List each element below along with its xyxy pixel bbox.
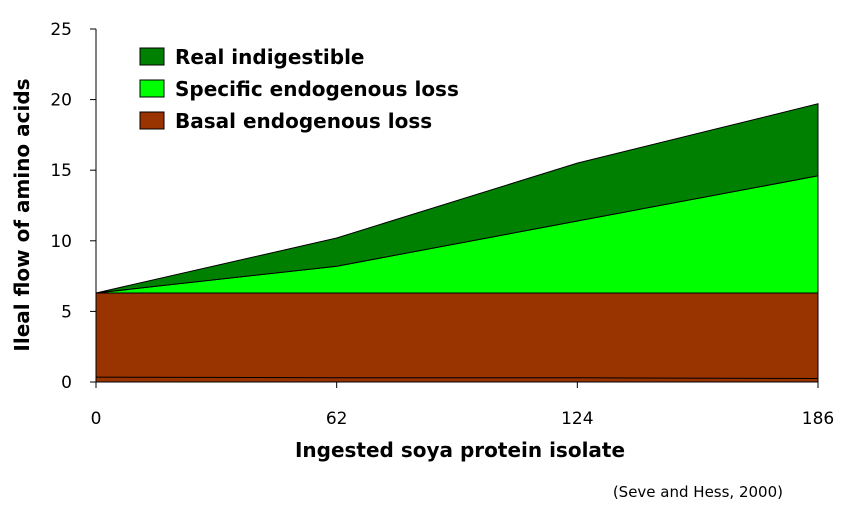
y-tick-label: 15: [50, 161, 72, 181]
y-tick-label: 25: [50, 20, 72, 40]
y-tick-label: 0: [61, 373, 72, 393]
legend: Real indigestible Specific endogenous los…: [139, 45, 459, 133]
chart-axes: [95, 29, 818, 383]
y-tick-label: 10: [50, 232, 72, 252]
legend-swatch-basal-endogenous-loss: [139, 111, 165, 130]
chart-ticks: 0 5 10 15 20 25 0 62 124 186: [50, 20, 834, 429]
area-basal-endogenous-loss: [95, 292, 819, 383]
chart-areas: [95, 103, 819, 383]
legend-label-basal-endogenous-loss: Basal endogenous loss: [175, 109, 432, 133]
source-note: (Seve and Hess, 2000): [613, 483, 783, 501]
legend-swatch-real-indigestible: [139, 47, 165, 66]
x-tick-label: 124: [561, 409, 593, 429]
y-tick-label: 5: [61, 302, 72, 322]
x-tick-label: 62: [326, 409, 348, 429]
x-axis-title: Ingested soya protein isolate: [295, 438, 625, 462]
area-real-indigestible: [95, 103, 819, 294]
x-tick-label: 0: [91, 409, 102, 429]
y-tick-label: 20: [50, 91, 72, 111]
baseline-line: [95, 376, 819, 379]
legend-label-specific-endogenous-loss: Specific endogenous loss: [175, 77, 459, 101]
x-tick-label: 186: [802, 409, 834, 429]
y-axis-title: Ileal flow of amino acids: [10, 78, 34, 351]
legend-swatch-specific-endogenous-loss: [139, 79, 165, 98]
legend-label-real-indigestible: Real indigestible: [175, 45, 364, 69]
